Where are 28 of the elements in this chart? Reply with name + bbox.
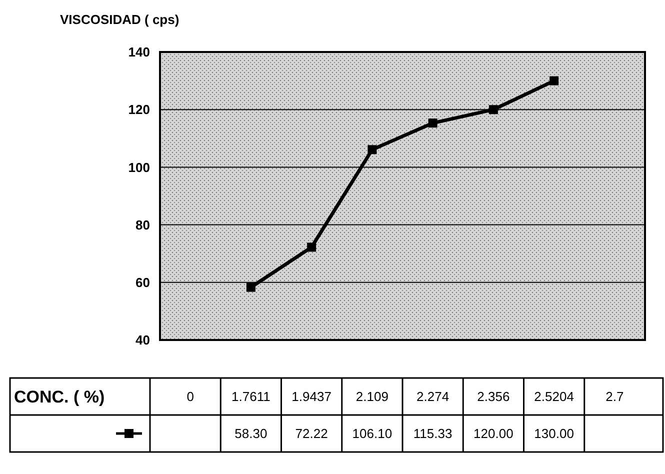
data-label: 72.22 xyxy=(295,426,328,442)
point xyxy=(488,105,498,114)
x-tick-label: 2.356 xyxy=(477,389,510,404)
y-tick-label: 40 xyxy=(136,332,150,348)
x-tick-label: 0 xyxy=(186,389,194,404)
point xyxy=(246,282,256,292)
y-axis-title: VISCOSIDAD ( cps) xyxy=(60,12,180,27)
y-tick-label: 80 xyxy=(136,217,150,232)
data-label: 115.33 xyxy=(413,426,452,442)
y-tick-label: 120 xyxy=(128,102,150,118)
x-tick-label: 1.9437 xyxy=(292,389,332,404)
x-tick-label: 2.109 xyxy=(356,389,388,404)
point xyxy=(307,242,316,252)
data-label: 106.10 xyxy=(352,426,392,442)
x-tick-label: 2.5204 xyxy=(534,389,574,404)
point xyxy=(368,145,377,154)
point xyxy=(550,76,559,86)
x-axis-title: CONC. ( %) xyxy=(14,387,105,406)
x-tick-label: 1.7611 xyxy=(232,389,270,404)
data-label: 58.30 xyxy=(234,426,268,442)
y-tick-label: 100 xyxy=(128,160,150,175)
data-label: 130.00 xyxy=(534,426,574,442)
data-label: 120.00 xyxy=(474,426,514,442)
y-tick-label: 140 xyxy=(128,44,150,60)
x-tick-label: 2.274 xyxy=(416,389,450,404)
y-tick-label: 60 xyxy=(136,274,150,290)
point xyxy=(428,118,438,128)
x-tick-label: 2.7 xyxy=(606,389,624,404)
